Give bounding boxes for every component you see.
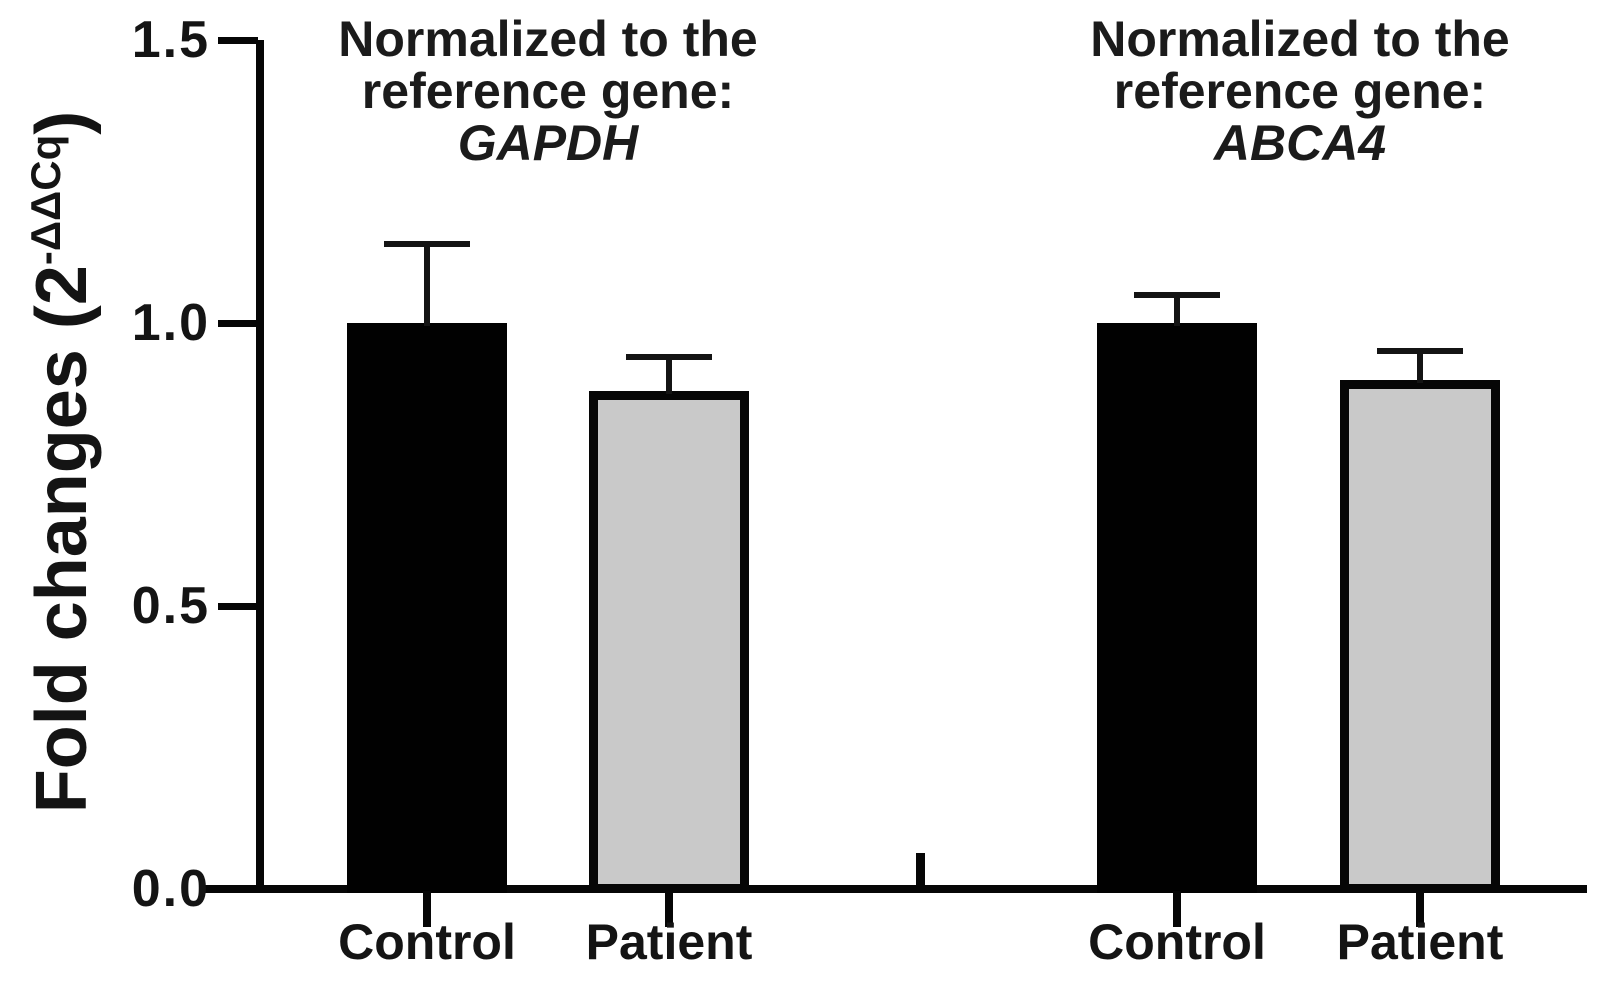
error-bar-cap [384,240,470,247]
x-axis-baseline [203,885,1587,893]
error-bar-cap [1377,348,1463,355]
x-category-label-patient: Patient [1336,914,1504,970]
y-axis-spine [256,40,264,893]
y-tick-1.5 [218,37,258,44]
reference-gene-name: ABCA4 [1213,115,1387,171]
bar-abca4-control [1097,323,1257,893]
x-tick-patient [1416,891,1424,927]
bar-abca4-patient [1340,379,1500,893]
y-tick-0.5 [218,603,258,610]
bar-gapdh-control [347,323,507,893]
reference-gene-name: GAPDH [457,115,639,171]
error-bar-cap [1134,291,1220,298]
group-title-ABCA4: Normalized to the reference gene: ABCA4 [1020,13,1580,169]
x-tick-control [423,891,431,927]
y-tick-1.0 [218,320,258,327]
x-category-label-control: Control [1088,914,1266,970]
group-title-line-2: reference gene: [361,63,735,119]
y-tick-label-0.0: 0.0 [131,860,210,918]
group-title-line-1: Normalized to the [338,11,758,67]
y-tick-label-1.5: 1.5 [131,11,210,69]
group-title-line-1: Normalized to the [1090,11,1510,67]
y-tick-label-0.5: 0.5 [131,577,210,635]
error-bar-stem [424,243,430,326]
y-axis-label: Fold changes (2-ΔΔCq) [21,111,103,813]
group-title-line-2: reference gene: [1113,63,1487,119]
x-tick-control [1173,891,1181,927]
error-bar-stem [1174,294,1180,326]
axis-separator-tick [916,853,925,891]
error-bar-stem [666,356,672,394]
error-bar-stem [1417,351,1423,383]
y-axis-label-suffix: ) [22,110,102,135]
y-axis-label-superscript: -ΔΔCq [22,134,69,266]
x-category-label-patient: Patient [585,914,753,970]
y-tick-label-1.0: 1.0 [131,294,210,352]
bar-gapdh-patient [589,390,749,893]
x-tick-patient [665,891,673,927]
error-bar-cap [626,353,712,360]
x-category-label-control: Control [338,914,516,970]
group-title-GAPDH: Normalized to the reference gene: GAPDH [268,13,828,169]
